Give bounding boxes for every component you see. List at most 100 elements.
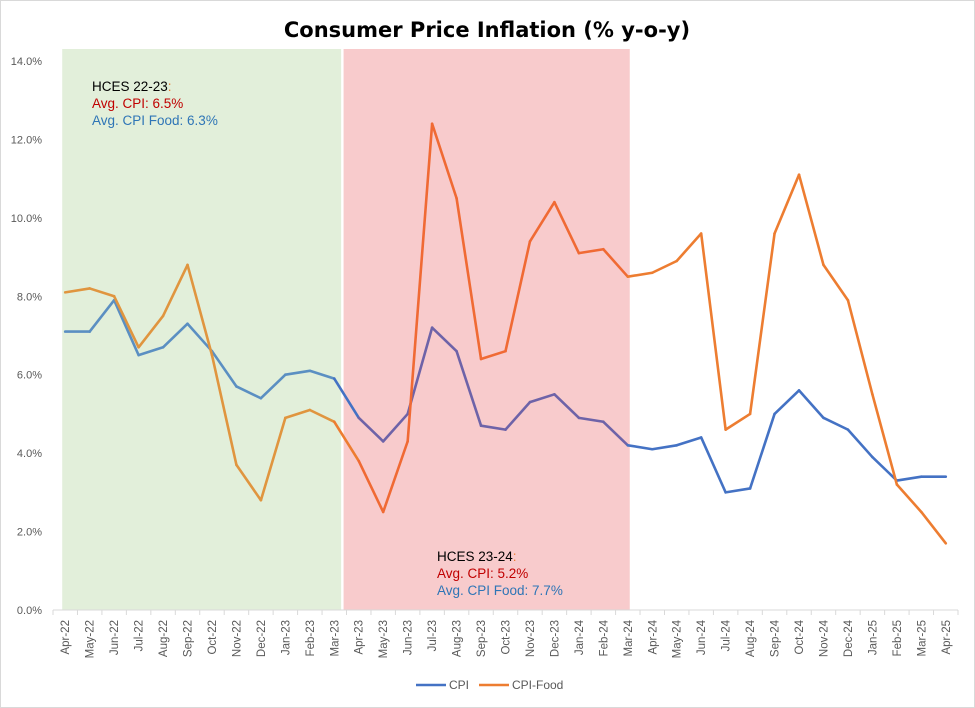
series-segment [357,459,385,514]
series-segment [504,240,532,353]
series-segment [357,416,385,443]
shaded-region-1 [62,49,342,610]
series-segment [430,326,458,353]
x-tick-label: Nov-22 [231,620,243,657]
series-segment [577,247,605,255]
annotation-colon: : [168,79,172,94]
series-segment [675,436,703,447]
annotation-avg-cpi: Avg. CPI: 6.5% [92,96,183,111]
series-segment [773,389,801,416]
x-tick-label: Dec-22 [256,620,268,657]
series-segment [235,385,263,400]
series-segment [284,408,312,420]
x-tick-label: Dec-23 [549,620,561,657]
series-segment [895,475,923,482]
series-segment [748,232,776,416]
series-segment [797,389,825,420]
series-segment [675,232,703,263]
x-tick-label: Aug-24 [745,619,757,657]
annotation-heading: HCES 22-23: [92,79,172,94]
x-tick-label: Sep-24 [770,619,782,657]
series-segment [137,314,165,349]
series-segment [161,322,189,349]
series-segment [504,400,532,431]
series-segment [528,393,556,404]
series-segment [602,247,630,278]
series-segment [406,122,434,443]
x-tick-label: Jun-22 [109,620,121,655]
series-segment [895,483,923,514]
series-cpi [63,298,948,494]
y-tick-label: 12.0% [11,134,42,146]
x-tick-label: Sep-23 [476,620,488,657]
series-lines [63,122,948,545]
annotation-avg-cpi: Avg. CPI: 5.2% [437,566,528,581]
series-segment [650,443,679,451]
series-segment [186,322,214,353]
x-tick-label: Feb-23 [305,620,317,656]
x-tick-label: Sep-22 [183,620,195,657]
y-axis: 0.0% 2.0% 4.0% 6.0% 8.0% 10.0% 12.0% 14.0% [11,56,42,617]
annotation-avg-cpi-food: Avg. CPI Food: 6.3% [92,113,218,128]
series-segment [455,196,483,361]
series-segment [822,416,850,431]
series-segment [773,173,801,235]
series-segment [308,408,336,424]
x-tick-label: Jan-23 [280,620,292,655]
shaded-region-2 [343,49,630,610]
x-tick-label: May-23 [378,620,390,658]
series-segment [455,349,483,427]
series-segment [577,416,605,424]
series-segment [112,294,140,349]
series-segment [381,412,409,443]
series-segment [137,345,165,357]
series-segment [920,510,948,545]
y-tick-label: 14.0% [11,56,42,68]
x-tick-label: Apr-25 [941,620,953,655]
x-tick-label: Aug-22 [158,620,170,657]
x-tick-label: Apr-22 [60,620,72,655]
series-segment [63,287,91,294]
shaded-regions [62,49,630,610]
series-segment [699,232,727,431]
series-segment [235,463,263,502]
x-tick-label: Jun-24 [696,619,708,655]
series-segment [724,412,752,431]
x-tick-label: Jul-24 [721,619,733,651]
annotation-hces-23-24: HCES 23-24: Avg. CPI: 5.2% Avg. CPI Food… [437,549,563,598]
x-tick-label: Jan-25 [867,620,879,655]
x-tick-label: Feb-25 [892,620,904,656]
legend-label-cpi-food: CPI-Food [512,678,563,692]
series-segment [186,263,214,357]
x-tick-label: Mar-25 [916,620,928,656]
x-tick-label: May-22 [85,620,97,658]
x-tick-label: Mar-24 [623,619,635,656]
chart-title: Consumer Price Inflation (% y-o-y) [284,18,690,42]
series-segment [161,263,189,318]
annotation-heading: HCES 23-24: [437,549,517,564]
x-tick-label: Jun-23 [403,620,415,655]
x-tick-label: Aug-23 [452,620,464,657]
series-cpi-food [63,122,948,545]
series-segment [822,263,850,302]
series-segment [479,424,507,431]
y-tick-label: 8.0% [17,291,42,303]
x-tick-label: Nov-23 [525,620,537,657]
legend: CPI CPI-Food [416,678,563,692]
series-segment [210,349,238,388]
x-tick-label: Dec-24 [843,619,855,657]
series-segment [626,443,654,451]
series-segment [748,412,776,490]
series-segment [699,436,727,494]
x-tick-label: Nov-24 [818,619,830,657]
series-segment [528,200,556,243]
annotation-hces-22-23: HCES 22-23: Avg. CPI: 6.5% Avg. CPI Food… [92,79,218,128]
x-tick-label: Apr-24 [647,619,659,654]
series-segment [88,298,116,333]
x-tick-label: Apr-23 [354,620,366,655]
series-segment [332,420,361,463]
x-tick-label: Oct-24 [794,619,806,654]
series-segment [650,259,679,275]
y-tick-label: 10.0% [11,213,42,225]
